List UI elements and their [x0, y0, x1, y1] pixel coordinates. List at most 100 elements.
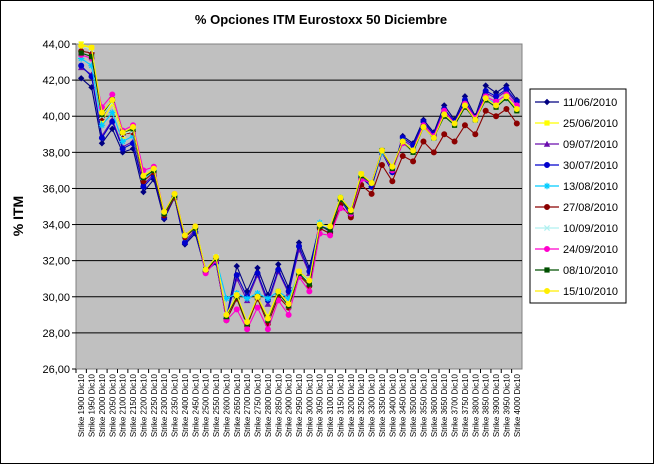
data-point	[78, 62, 85, 69]
data-point	[493, 93, 500, 100]
x-tick-label: Strike 3150 Dic10	[336, 373, 345, 437]
x-tick-label: Strike 3200 Dic10	[347, 373, 356, 437]
data-point	[223, 311, 230, 318]
data-point	[140, 183, 147, 190]
y-tick-label: 30,00	[42, 292, 70, 304]
data-point	[264, 300, 272, 307]
x-tick-label: Strike 2550 Dic10	[212, 373, 221, 437]
x-tick-label: Strike 2850 Dic10	[274, 373, 283, 437]
x-tick-label: Strike 3950 Dic10	[502, 373, 511, 437]
data-point	[140, 188, 147, 196]
data-point	[493, 102, 500, 109]
x-tick-label: Strike 2350 Dic10	[171, 373, 180, 437]
x-tick-label: Strike 3050 Dic10	[316, 373, 325, 437]
data-point	[461, 102, 468, 109]
data-point	[544, 245, 551, 252]
chart-title: % Opciones ITM Eurostoxx 50 Diciembre	[195, 12, 447, 27]
legend-item: 30/07/2010	[535, 160, 618, 172]
data-point	[119, 129, 126, 136]
legend-label: 11/06/2010	[563, 97, 617, 109]
x-tick-label: Strike 2900 Dic10	[285, 373, 294, 437]
data-point	[513, 120, 520, 127]
x-tick-label: Strike 1900 Dic10	[77, 373, 86, 437]
data-point	[482, 95, 489, 102]
x-tick-label: Strike 2400 Dic10	[181, 373, 190, 437]
x-tick-label: Strike 2750 Dic10	[254, 373, 263, 437]
data-point	[441, 131, 448, 138]
data-point	[316, 221, 323, 228]
x-tick-label: Strike 3500 Dic10	[409, 373, 418, 437]
data-point	[285, 311, 292, 318]
data-point	[410, 147, 417, 154]
x-tick-label: Strike 2950 Dic10	[295, 373, 304, 437]
legend-item: 27/08/2010	[535, 202, 618, 214]
x-tick-label: Strike 3800 Dic10	[471, 373, 480, 437]
data-point	[543, 182, 551, 190]
x-tick-label: Strike 3450 Dic10	[399, 373, 408, 437]
x-tick-label: Strike 3400 Dic10	[388, 373, 397, 437]
data-point	[254, 293, 261, 300]
legend-item: 15/10/2010	[535, 286, 618, 298]
data-point	[472, 116, 479, 123]
data-point	[327, 227, 333, 233]
x-tick-label: Strike 3000 Dic10	[305, 373, 314, 437]
data-point	[389, 163, 396, 170]
y-tick-label: 38,00	[42, 147, 70, 159]
x-tick-label: Strike 3750 Dic10	[461, 373, 470, 437]
x-tick-label: Strike 2300 Dic10	[160, 373, 169, 437]
data-point	[150, 165, 157, 172]
legend-label: 09/07/2010	[563, 139, 618, 151]
data-point	[482, 107, 489, 114]
legend-label: 27/08/2010	[563, 202, 618, 214]
data-point	[451, 138, 458, 145]
x-tick-label: Strike 2100 Dic10	[119, 373, 128, 437]
data-point	[544, 267, 550, 273]
data-point	[192, 223, 199, 230]
data-point	[399, 152, 406, 159]
data-point	[88, 84, 95, 91]
data-point	[430, 149, 437, 156]
data-point	[544, 161, 551, 168]
data-point	[544, 203, 551, 210]
data-point	[181, 232, 188, 239]
data-point	[254, 304, 261, 311]
data-point	[358, 170, 365, 177]
data-point	[295, 243, 302, 250]
data-point	[461, 122, 468, 129]
data-point	[109, 125, 116, 133]
y-tick-label: 34,00	[42, 220, 70, 232]
data-point	[264, 326, 271, 333]
data-point	[202, 266, 209, 273]
data-point	[99, 119, 105, 125]
data-point	[399, 138, 406, 145]
data-point	[88, 54, 95, 60]
x-tick-label: Strike 1950 Dic10	[88, 373, 97, 437]
data-point	[543, 224, 551, 232]
data-point	[472, 131, 479, 138]
data-point	[295, 268, 302, 275]
data-point	[119, 138, 126, 145]
data-point	[98, 109, 105, 116]
data-point	[254, 270, 261, 277]
series-group	[77, 41, 521, 333]
data-point	[441, 111, 448, 118]
data-point	[129, 132, 137, 140]
data-point	[244, 319, 251, 326]
data-point	[130, 124, 137, 131]
data-point	[140, 172, 147, 179]
data-point	[88, 44, 95, 51]
legend-item: 24/09/2010	[535, 244, 618, 256]
data-point	[223, 295, 230, 302]
legend-item: 10/09/2010	[535, 223, 618, 235]
data-point	[410, 158, 417, 165]
x-tick-label: Strike 2600 Dic10	[222, 373, 231, 437]
legend-label: 30/07/2010	[563, 160, 618, 172]
y-tick-label: 40,00	[42, 111, 70, 123]
data-point	[337, 205, 344, 212]
data-point	[420, 138, 427, 145]
data-point	[78, 42, 85, 49]
data-point	[244, 326, 251, 333]
data-point	[543, 98, 551, 106]
x-tick-label: Strike 3100 Dic10	[326, 373, 335, 437]
